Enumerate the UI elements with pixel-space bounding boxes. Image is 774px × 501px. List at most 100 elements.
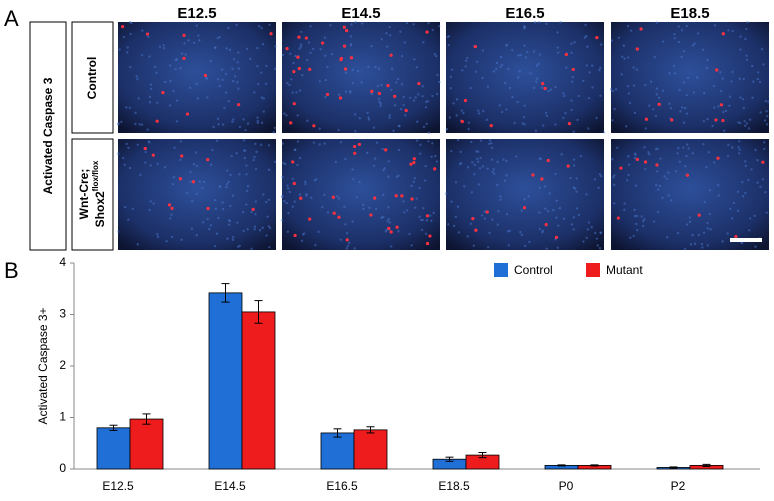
nucleus xyxy=(496,160,499,164)
nucleus xyxy=(412,23,415,26)
nucleus xyxy=(233,75,237,78)
nucleus xyxy=(748,229,751,232)
nucleus xyxy=(388,221,392,224)
nucleus xyxy=(130,21,133,25)
nucleus xyxy=(180,52,184,55)
nucleus xyxy=(676,231,680,235)
nucleus xyxy=(476,157,479,161)
nucleus xyxy=(339,238,342,241)
nucleus xyxy=(759,185,762,189)
nucleus xyxy=(669,107,673,110)
nucleus xyxy=(429,214,432,217)
nucleus xyxy=(397,148,401,152)
nucleus xyxy=(713,161,716,164)
stain xyxy=(719,103,724,107)
nucleus xyxy=(424,164,427,168)
nucleus xyxy=(134,111,137,115)
nucleus xyxy=(747,178,750,182)
nucleus xyxy=(319,48,322,51)
nucleus xyxy=(655,87,659,90)
nucleus xyxy=(540,86,544,89)
nucleus xyxy=(547,89,550,93)
nucleus xyxy=(585,193,588,196)
nucleus xyxy=(287,211,290,215)
nucleus xyxy=(627,56,630,59)
stain xyxy=(377,91,382,96)
nucleus xyxy=(739,121,742,125)
nucleus xyxy=(135,75,138,78)
stain xyxy=(292,70,296,74)
nucleus xyxy=(475,150,478,153)
nucleus xyxy=(288,190,291,194)
nucleus xyxy=(661,40,665,43)
nucleus xyxy=(242,139,246,142)
nucleus xyxy=(693,42,696,45)
nucleus xyxy=(288,83,291,87)
nucleus xyxy=(684,164,687,168)
nucleus xyxy=(571,76,575,79)
nucleus xyxy=(343,205,346,209)
nucleus xyxy=(765,115,769,118)
nucleus xyxy=(652,220,656,223)
nucleus xyxy=(226,237,229,240)
nucleus xyxy=(123,205,127,209)
nucleus xyxy=(534,129,538,132)
nucleus xyxy=(424,106,428,109)
nucleus xyxy=(470,191,474,194)
nucleus xyxy=(765,110,768,113)
nucleus xyxy=(330,52,334,56)
nucleus xyxy=(218,185,221,188)
nucleus xyxy=(745,122,749,125)
nucleus xyxy=(412,180,416,184)
micrograph xyxy=(611,22,769,133)
nucleus xyxy=(416,120,419,123)
nucleus xyxy=(744,37,747,41)
nucleus xyxy=(376,84,380,88)
nucleus xyxy=(405,209,409,212)
nucleus xyxy=(388,34,392,37)
nucleus xyxy=(420,228,424,232)
nucleus xyxy=(464,65,467,68)
stain xyxy=(544,223,548,227)
nucleus xyxy=(627,155,630,158)
nucleus xyxy=(571,80,574,83)
nucleus xyxy=(523,27,526,30)
bar xyxy=(353,429,388,470)
nucleus xyxy=(232,79,235,83)
nucleus xyxy=(298,193,302,196)
nucleus xyxy=(164,80,167,84)
nucleus xyxy=(355,196,358,199)
nucleus xyxy=(492,70,496,73)
nucleus xyxy=(719,89,723,93)
nucleus xyxy=(399,30,402,33)
nucleus xyxy=(479,156,482,160)
nucleus xyxy=(673,33,676,36)
nucleus xyxy=(708,212,711,216)
nucleus xyxy=(653,56,656,59)
nucleus xyxy=(149,200,152,203)
nucleus xyxy=(680,106,684,109)
nucleus xyxy=(140,123,144,126)
stain xyxy=(191,180,196,184)
nucleus xyxy=(390,245,393,248)
nucleus xyxy=(499,195,502,198)
nucleus xyxy=(225,185,228,189)
nucleus xyxy=(472,244,476,247)
nucleus xyxy=(626,24,630,28)
nucleus xyxy=(418,186,421,190)
nucleus xyxy=(296,163,299,167)
nucleus xyxy=(562,116,565,120)
nucleus xyxy=(235,23,238,27)
nucleus xyxy=(590,226,593,229)
nucleus xyxy=(354,130,357,133)
stain xyxy=(182,56,186,60)
nucleus xyxy=(261,226,264,230)
nucleus xyxy=(496,223,499,226)
stain xyxy=(292,102,296,106)
nucleus xyxy=(324,54,327,57)
nucleus xyxy=(169,64,172,67)
nucleus xyxy=(120,120,123,124)
nucleus xyxy=(683,106,687,110)
stain xyxy=(412,160,416,165)
